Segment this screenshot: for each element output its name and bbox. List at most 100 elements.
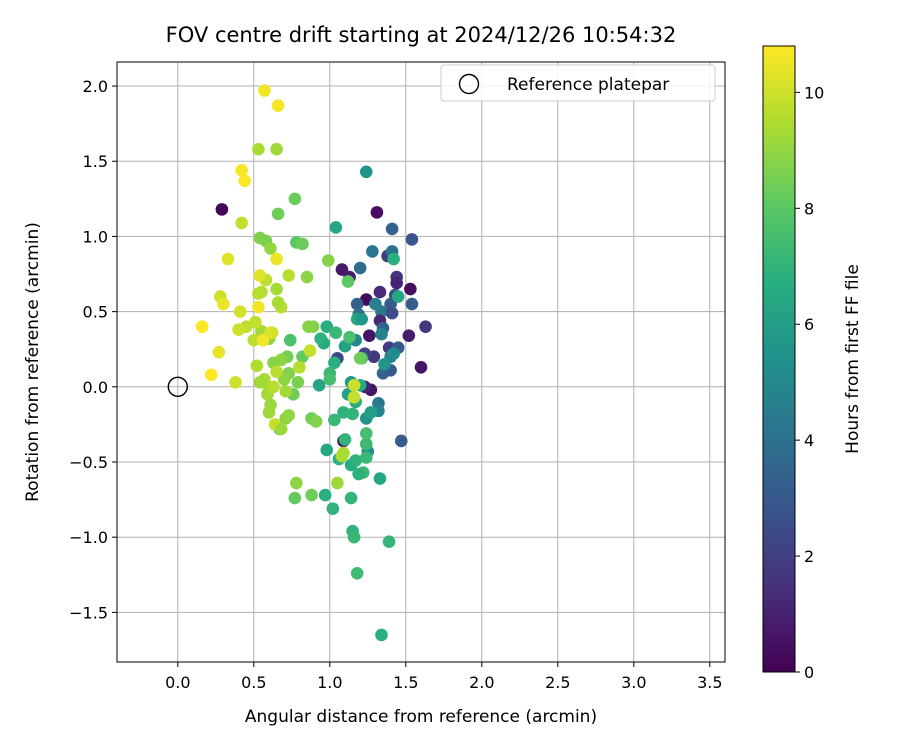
data-point bbox=[405, 233, 419, 246]
data-point bbox=[221, 252, 235, 266]
data-point bbox=[347, 391, 361, 404]
data-point bbox=[270, 282, 283, 296]
data-point bbox=[355, 312, 369, 326]
data-point bbox=[215, 203, 229, 216]
y-tick-label: −1.5 bbox=[69, 603, 108, 622]
x-tick-label: 2.0 bbox=[469, 673, 494, 692]
data-point bbox=[247, 333, 261, 347]
data-point bbox=[318, 488, 332, 502]
colorbar-tick-label: 4 bbox=[804, 431, 814, 450]
data-point bbox=[271, 99, 285, 112]
x-tick-label: 3.5 bbox=[697, 673, 722, 692]
data-point bbox=[270, 142, 283, 156]
data-point bbox=[288, 491, 302, 505]
data-point bbox=[346, 407, 359, 421]
data-point bbox=[385, 306, 399, 320]
colorbar-tick-label: 2 bbox=[804, 547, 814, 566]
plot-frame bbox=[116, 61, 726, 663]
data-point bbox=[235, 163, 248, 177]
y-tick-label: −0.5 bbox=[69, 453, 108, 472]
data-point bbox=[305, 488, 318, 502]
data-point bbox=[264, 242, 277, 255]
data-point bbox=[326, 502, 340, 515]
data-point bbox=[279, 385, 293, 398]
data-point bbox=[258, 84, 271, 97]
data-point bbox=[250, 359, 264, 373]
data-point bbox=[320, 443, 334, 457]
data-point bbox=[347, 379, 361, 392]
data-point bbox=[364, 406, 378, 419]
data-point bbox=[283, 333, 297, 347]
data-point bbox=[343, 330, 356, 344]
colorbar-tick-label: 6 bbox=[804, 315, 814, 334]
colorbar-ticks: 0 2 4 6 8 10 bbox=[795, 83, 824, 682]
data-point bbox=[217, 297, 230, 311]
data-point bbox=[350, 297, 364, 311]
data-point bbox=[363, 329, 376, 342]
data-point bbox=[309, 415, 323, 428]
data-point bbox=[335, 263, 349, 276]
data-point bbox=[369, 297, 382, 311]
data-point bbox=[314, 332, 327, 345]
data-point bbox=[366, 245, 379, 258]
data-point bbox=[323, 372, 337, 386]
data-point bbox=[414, 360, 428, 374]
data-point bbox=[302, 320, 315, 333]
data-point bbox=[296, 237, 309, 251]
data-point bbox=[256, 333, 270, 347]
data-point bbox=[303, 344, 317, 358]
data-point bbox=[390, 276, 403, 290]
chart-title: FOV centre drift starting at 2024/12/26 … bbox=[166, 23, 677, 47]
y-tick-label: 1.5 bbox=[83, 152, 108, 171]
data-point bbox=[255, 285, 268, 299]
data-point bbox=[378, 357, 391, 371]
data-point bbox=[353, 261, 367, 275]
data-point bbox=[350, 566, 364, 580]
legend-label-reference: Reference platepar bbox=[507, 75, 669, 95]
x-tick-label: 2.5 bbox=[545, 673, 570, 692]
y-tick-label: 2.0 bbox=[83, 77, 108, 96]
data-point bbox=[419, 320, 432, 333]
data-point bbox=[274, 422, 288, 436]
data-point bbox=[321, 254, 335, 267]
data-point bbox=[402, 329, 416, 342]
legend-box bbox=[440, 64, 716, 102]
data-point bbox=[290, 476, 303, 490]
data-point bbox=[337, 446, 350, 460]
data-point bbox=[328, 413, 341, 427]
data-point bbox=[267, 380, 280, 394]
x-axis-label: Angular distance from reference (arcmin) bbox=[245, 707, 597, 727]
data-point bbox=[291, 376, 305, 389]
x-axis-ticks: 0.0 0.5 1.0 1.5 2.0 2.5 3.0 3.5 bbox=[165, 662, 723, 692]
data-point bbox=[300, 270, 314, 284]
data-point bbox=[353, 351, 367, 365]
data-point bbox=[312, 379, 326, 392]
y-tick-label: 0.5 bbox=[83, 303, 108, 322]
data-point bbox=[391, 290, 405, 303]
data-point bbox=[329, 221, 343, 234]
data-point bbox=[352, 467, 365, 481]
colorbar-tick-label: 0 bbox=[804, 663, 814, 682]
data-point bbox=[270, 365, 283, 379]
legend: Reference platepar bbox=[440, 64, 716, 102]
data-point bbox=[359, 427, 373, 440]
data-point bbox=[262, 406, 276, 419]
x-tick-label: 1.0 bbox=[317, 673, 342, 692]
data-point bbox=[338, 433, 352, 446]
x-tick-label: 1.5 bbox=[393, 673, 418, 692]
data-point bbox=[387, 252, 400, 266]
data-point bbox=[204, 368, 218, 382]
data-point bbox=[282, 269, 296, 282]
y-tick-label: −1.0 bbox=[69, 528, 108, 547]
data-point bbox=[238, 174, 251, 188]
x-tick-label: 0.5 bbox=[241, 673, 266, 692]
data-point bbox=[271, 207, 285, 221]
y-tick-label: 1.0 bbox=[83, 227, 108, 246]
data-point bbox=[288, 192, 302, 206]
data-point bbox=[405, 297, 419, 311]
y-tick-label: 0.0 bbox=[83, 378, 108, 397]
data-point bbox=[375, 327, 388, 341]
data-point bbox=[235, 216, 248, 230]
data-point bbox=[373, 285, 387, 299]
